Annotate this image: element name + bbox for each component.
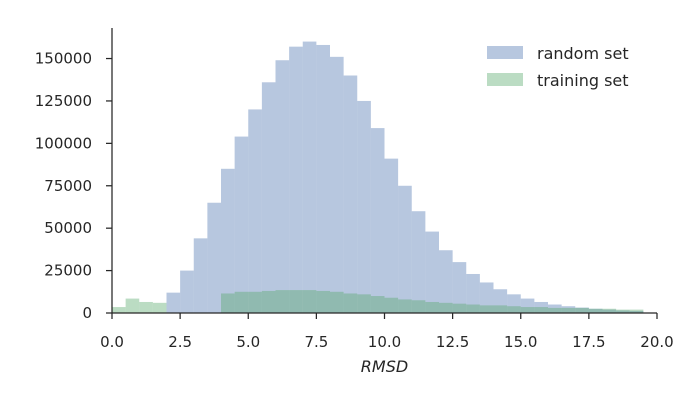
y-tick-label: 75000 [44, 177, 92, 195]
histogram-bar [248, 109, 262, 313]
series-0-bars [166, 41, 644, 314]
legend-swatch [487, 46, 523, 59]
y-tick-label: 125000 [35, 92, 92, 110]
series-1-bars [112, 290, 644, 313]
histogram-bar [275, 290, 290, 313]
histogram-bar [466, 304, 480, 313]
legend-label: training set [537, 71, 629, 90]
histogram-bar [302, 290, 317, 313]
histogram-bar [411, 300, 426, 313]
x-tick-label: 10.0 [368, 333, 401, 351]
y-tick-label: 0 [82, 304, 92, 322]
legend-label: random set [537, 44, 629, 63]
histogram-bar [629, 310, 644, 313]
histogram-bar [520, 307, 535, 313]
y-ticks: 0 25000 50000 75000 100000 125000 150000 [35, 50, 112, 322]
histogram-bar [616, 310, 630, 313]
y-tick-label: 25000 [44, 262, 92, 280]
histogram-bar [289, 46, 303, 314]
histogram-bar [248, 291, 262, 313]
histogram-bar [180, 270, 194, 313]
histogram-bar [548, 304, 562, 313]
histogram-bar [221, 168, 235, 313]
histogram-bar [112, 307, 126, 313]
histogram-bar [629, 309, 644, 313]
histogram-bar [452, 303, 467, 313]
histogram-bar [507, 306, 521, 313]
histogram-bar [602, 308, 617, 313]
histogram-bar [602, 309, 617, 313]
histogram-bar [479, 282, 494, 313]
y-tick-label: 150000 [35, 50, 92, 68]
histogram-bar [357, 100, 371, 313]
histogram-bar [370, 128, 385, 313]
histogram-bar [575, 307, 589, 313]
histogram-bar [479, 305, 494, 313]
y-tick-label: 100000 [35, 134, 92, 152]
histogram-bar [302, 41, 317, 313]
histogram-bar [534, 307, 548, 313]
histogram-bar [221, 293, 235, 313]
histogram-bar [166, 292, 181, 313]
histogram-bar [275, 60, 290, 313]
histogram-bar [398, 299, 412, 313]
histogram-bar [357, 294, 371, 313]
legend-swatch [487, 73, 523, 86]
histogram-bar [398, 185, 412, 313]
histogram-bar [207, 202, 221, 313]
histogram-bar [261, 290, 276, 313]
histogram-bar [125, 298, 140, 313]
bars-layer [112, 41, 644, 314]
legend: random set training set [487, 44, 629, 90]
histogram-bar [261, 82, 276, 314]
histogram-bar [343, 75, 358, 313]
histogram-bar [384, 297, 399, 313]
x-tick-label: 0.0 [100, 333, 124, 351]
histogram-bar [289, 290, 303, 313]
x-ticks: 0.0 2.5 5.0 7.5 10.0 12.5 15.0 17.5 20.0 [100, 313, 674, 351]
x-tick-label: 20.0 [640, 333, 673, 351]
histogram-bar [316, 44, 330, 313]
x-tick-label: 5.0 [236, 333, 260, 351]
histogram-bar [411, 211, 426, 313]
histogram-bar [343, 293, 358, 313]
y-tick-label: 50000 [44, 219, 92, 237]
x-tick-label: 17.5 [572, 333, 605, 351]
histogram-bar [588, 308, 603, 313]
x-tick-label: 15.0 [504, 333, 537, 351]
x-tick-label: 12.5 [436, 333, 469, 351]
histogram-bar [370, 296, 385, 313]
histogram-bar [330, 291, 344, 313]
histogram-bar [234, 291, 249, 313]
x-tick-label: 2.5 [168, 333, 192, 351]
histogram-bar [520, 298, 535, 313]
histogram-bar [534, 301, 548, 313]
histogram-bar [616, 309, 630, 313]
histogram-bar [439, 302, 453, 313]
histogram-bar [425, 231, 439, 313]
histogram-bar [466, 273, 480, 313]
histogram-bar [588, 308, 603, 313]
histogram-bar [425, 301, 439, 313]
x-axis-label: RMSD [361, 357, 408, 376]
histogram-bar [439, 250, 453, 313]
histogram-bar [139, 301, 153, 313]
histogram-bar [493, 289, 508, 313]
histogram-bar [507, 294, 521, 313]
histogram-bar [561, 307, 576, 313]
histogram-bar [316, 290, 330, 313]
histogram-bar [193, 238, 208, 313]
x-tick-label: 7.5 [304, 333, 328, 351]
histogram-bar [493, 305, 508, 313]
histogram-bar [384, 158, 399, 313]
histogram-bar [152, 302, 167, 313]
histogram-bar [452, 262, 467, 313]
histogram-bar [575, 307, 589, 313]
histogram-bar [234, 136, 249, 313]
histogram-bar [330, 56, 344, 313]
histogram-bar [548, 307, 562, 313]
histogram-bar [561, 306, 576, 313]
